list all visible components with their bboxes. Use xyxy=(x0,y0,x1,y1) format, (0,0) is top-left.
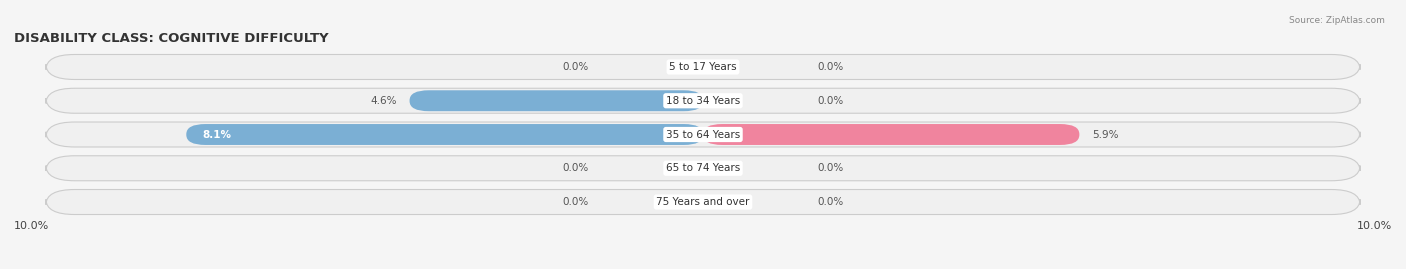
Text: 8.1%: 8.1% xyxy=(202,129,231,140)
FancyBboxPatch shape xyxy=(409,90,703,111)
Text: 5 to 17 Years: 5 to 17 Years xyxy=(669,62,737,72)
Text: 75 Years and over: 75 Years and over xyxy=(657,197,749,207)
FancyBboxPatch shape xyxy=(186,124,703,145)
Text: 0.0%: 0.0% xyxy=(818,163,844,173)
Text: 10.0%: 10.0% xyxy=(14,221,49,231)
Text: 0.0%: 0.0% xyxy=(818,197,844,207)
FancyBboxPatch shape xyxy=(46,122,1360,147)
FancyBboxPatch shape xyxy=(46,55,1360,79)
FancyBboxPatch shape xyxy=(46,156,1360,181)
Text: 5.9%: 5.9% xyxy=(1092,129,1119,140)
Text: 35 to 64 Years: 35 to 64 Years xyxy=(666,129,740,140)
Text: 18 to 34 Years: 18 to 34 Years xyxy=(666,96,740,106)
Text: 4.6%: 4.6% xyxy=(370,96,396,106)
Text: 0.0%: 0.0% xyxy=(562,197,588,207)
Text: 65 to 74 Years: 65 to 74 Years xyxy=(666,163,740,173)
Text: 0.0%: 0.0% xyxy=(818,62,844,72)
FancyBboxPatch shape xyxy=(703,124,1080,145)
FancyBboxPatch shape xyxy=(46,190,1360,214)
Text: Source: ZipAtlas.com: Source: ZipAtlas.com xyxy=(1289,16,1385,25)
Text: 0.0%: 0.0% xyxy=(818,96,844,106)
Text: 0.0%: 0.0% xyxy=(562,163,588,173)
Text: DISABILITY CLASS: COGNITIVE DIFFICULTY: DISABILITY CLASS: COGNITIVE DIFFICULTY xyxy=(14,32,329,45)
Text: 10.0%: 10.0% xyxy=(1357,221,1392,231)
Text: 0.0%: 0.0% xyxy=(562,62,588,72)
FancyBboxPatch shape xyxy=(46,88,1360,113)
